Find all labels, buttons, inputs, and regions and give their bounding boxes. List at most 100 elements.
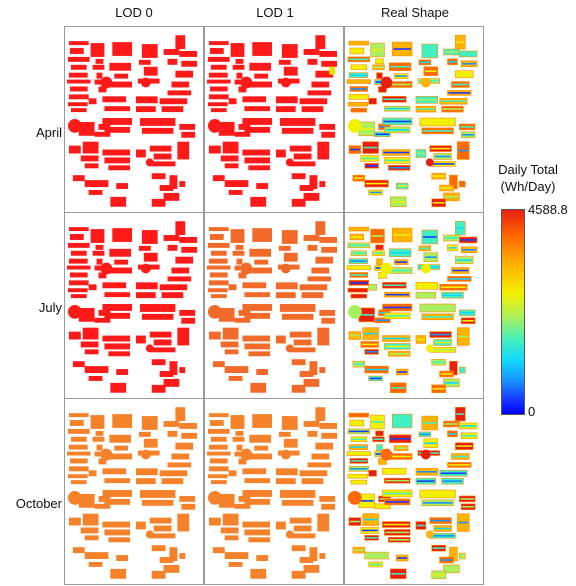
- building-footprint: [248, 537, 271, 543]
- building-footprint: [289, 145, 312, 152]
- building-footprint: [248, 267, 273, 274]
- building-footprint: [102, 282, 127, 289]
- building-footprint: [210, 250, 227, 256]
- building-footprint: [315, 256, 334, 264]
- building-footprint: [84, 180, 109, 188]
- building-footprint: [80, 155, 99, 162]
- building-footprint: [69, 86, 88, 92]
- building-footprint: [88, 470, 97, 477]
- building-footprint: [102, 118, 133, 125]
- building-footprint: [281, 499, 314, 506]
- building-footprint: [242, 490, 273, 497]
- facade-shading-strip: [452, 83, 469, 86]
- building-footprint: [275, 282, 298, 290]
- facade-shading-strip: [432, 388, 445, 390]
- row-label-april: April: [35, 125, 62, 140]
- building-footprint: [138, 431, 151, 437]
- facade-shading-strip: [349, 74, 367, 76]
- facade-shading-strip: [416, 338, 425, 341]
- facade-shading-strip: [369, 377, 382, 380]
- building-footprint: [248, 351, 271, 357]
- building-footprint: [135, 106, 156, 113]
- building-footprint: [98, 272, 107, 279]
- colorbar-title-line2: (Wh/Day): [500, 179, 556, 194]
- building-footprint: [143, 66, 158, 76]
- facade-shading-strip: [389, 353, 410, 355]
- colorbar-min-label: 0: [528, 404, 536, 419]
- facade-shading-strip: [442, 108, 463, 110]
- building-footprint: [108, 351, 131, 357]
- building-footprint: [242, 521, 271, 528]
- building-footprint: [112, 228, 133, 242]
- building-footprint: [135, 149, 146, 158]
- facade-shading-strip: [349, 282, 368, 284]
- panel-april-real-shape: [344, 26, 484, 213]
- facade-shading-strip: [349, 520, 360, 523]
- building-footprint: [161, 478, 184, 485]
- building-footprint: [104, 157, 131, 164]
- building-footprint: [278, 245, 291, 251]
- building-footprint: [256, 369, 269, 375]
- facade-shading-strip: [393, 234, 412, 236]
- building-footprint: [92, 250, 105, 256]
- building-footprint: [289, 347, 316, 353]
- building-footprint: [236, 258, 243, 265]
- building-footprint: [104, 126, 131, 133]
- facade-shading-strip: [391, 387, 406, 389]
- round-building-footprint: [100, 448, 113, 461]
- facade-shading-strip: [351, 66, 366, 69]
- facade-shading-strip: [393, 420, 412, 422]
- building-footprint: [159, 98, 188, 105]
- facade-shading-strip: [359, 128, 374, 130]
- facade-shading-strip: [365, 182, 388, 185]
- building-footprint: [84, 535, 99, 541]
- building-footprint: [234, 131, 251, 137]
- facade-shading-strip: [434, 527, 451, 530]
- facade-shading-strip: [448, 92, 471, 94]
- facade-shading-strip: [460, 498, 475, 500]
- building-footprint: [108, 81, 133, 88]
- building-footprint: [283, 438, 298, 448]
- round-building-footprint: [207, 119, 222, 133]
- building-footprint: [78, 121, 95, 136]
- building-footprint: [82, 327, 99, 340]
- building-footprint: [293, 339, 312, 346]
- facade-shading-strip: [416, 108, 435, 110]
- building-footprint: [66, 451, 91, 456]
- building-footprint: [104, 312, 131, 319]
- building-footprint: [116, 555, 129, 561]
- building-footprint: [228, 189, 243, 195]
- building-footprint: [299, 98, 328, 105]
- building-footprint: [167, 276, 192, 282]
- building-footprint: [208, 41, 229, 46]
- building-map: [206, 35, 338, 207]
- facade-shading-strip: [448, 433, 457, 435]
- building-footprint: [181, 503, 196, 510]
- building-footprint: [153, 153, 172, 160]
- building-footprint: [171, 81, 190, 88]
- building-footprint: [228, 375, 243, 381]
- building-footprint: [94, 131, 111, 137]
- building-footprint: [208, 227, 229, 232]
- building-footprint: [319, 367, 326, 374]
- building-footprint: [67, 288, 88, 293]
- building-footprint: [319, 50, 338, 57]
- building-footprint: [208, 466, 229, 472]
- building-footprint: [293, 525, 312, 532]
- building-footprint: [207, 102, 228, 107]
- building-footprint: [69, 420, 84, 426]
- facade-shading-strip: [452, 455, 469, 458]
- round-building-footprint: [285, 344, 294, 353]
- building-footprint: [163, 49, 180, 55]
- building-footprint: [319, 181, 326, 188]
- building-footprint: [224, 163, 239, 169]
- facade-shading-strip: [422, 316, 453, 318]
- facade-shading-strip: [353, 549, 364, 551]
- building-footprint: [88, 284, 97, 291]
- facade-shading-strip: [419, 433, 430, 436]
- building-footprint: [70, 294, 87, 299]
- building-footprint: [208, 72, 228, 78]
- facade-shading-strip: [448, 278, 471, 280]
- building-footprint: [175, 35, 186, 50]
- building-footprint: [104, 106, 131, 112]
